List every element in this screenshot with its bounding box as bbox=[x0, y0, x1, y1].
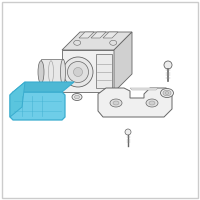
Polygon shape bbox=[62, 50, 114, 92]
Ellipse shape bbox=[68, 62, 88, 82]
Polygon shape bbox=[98, 88, 172, 117]
Polygon shape bbox=[103, 32, 118, 38]
Ellipse shape bbox=[113, 101, 119, 105]
Ellipse shape bbox=[110, 40, 117, 45]
Polygon shape bbox=[10, 82, 25, 117]
Polygon shape bbox=[79, 32, 94, 38]
Bar bbox=[96, 54, 112, 88]
Polygon shape bbox=[91, 32, 106, 38]
Ellipse shape bbox=[163, 90, 171, 96]
Polygon shape bbox=[114, 32, 132, 92]
Ellipse shape bbox=[38, 61, 44, 83]
Bar bbox=[41, 59, 63, 85]
Polygon shape bbox=[13, 82, 74, 92]
Ellipse shape bbox=[146, 99, 158, 107]
Ellipse shape bbox=[165, 92, 169, 94]
Ellipse shape bbox=[72, 94, 82, 100]
Ellipse shape bbox=[74, 40, 81, 45]
Ellipse shape bbox=[160, 88, 174, 98]
Ellipse shape bbox=[164, 61, 172, 69]
Ellipse shape bbox=[60, 59, 66, 85]
Ellipse shape bbox=[74, 68, 83, 76]
Ellipse shape bbox=[125, 129, 131, 135]
Polygon shape bbox=[62, 32, 132, 50]
Polygon shape bbox=[130, 88, 158, 90]
Ellipse shape bbox=[110, 99, 122, 107]
Ellipse shape bbox=[74, 95, 80, 99]
Ellipse shape bbox=[63, 57, 93, 87]
Ellipse shape bbox=[149, 101, 155, 105]
Polygon shape bbox=[10, 92, 65, 120]
